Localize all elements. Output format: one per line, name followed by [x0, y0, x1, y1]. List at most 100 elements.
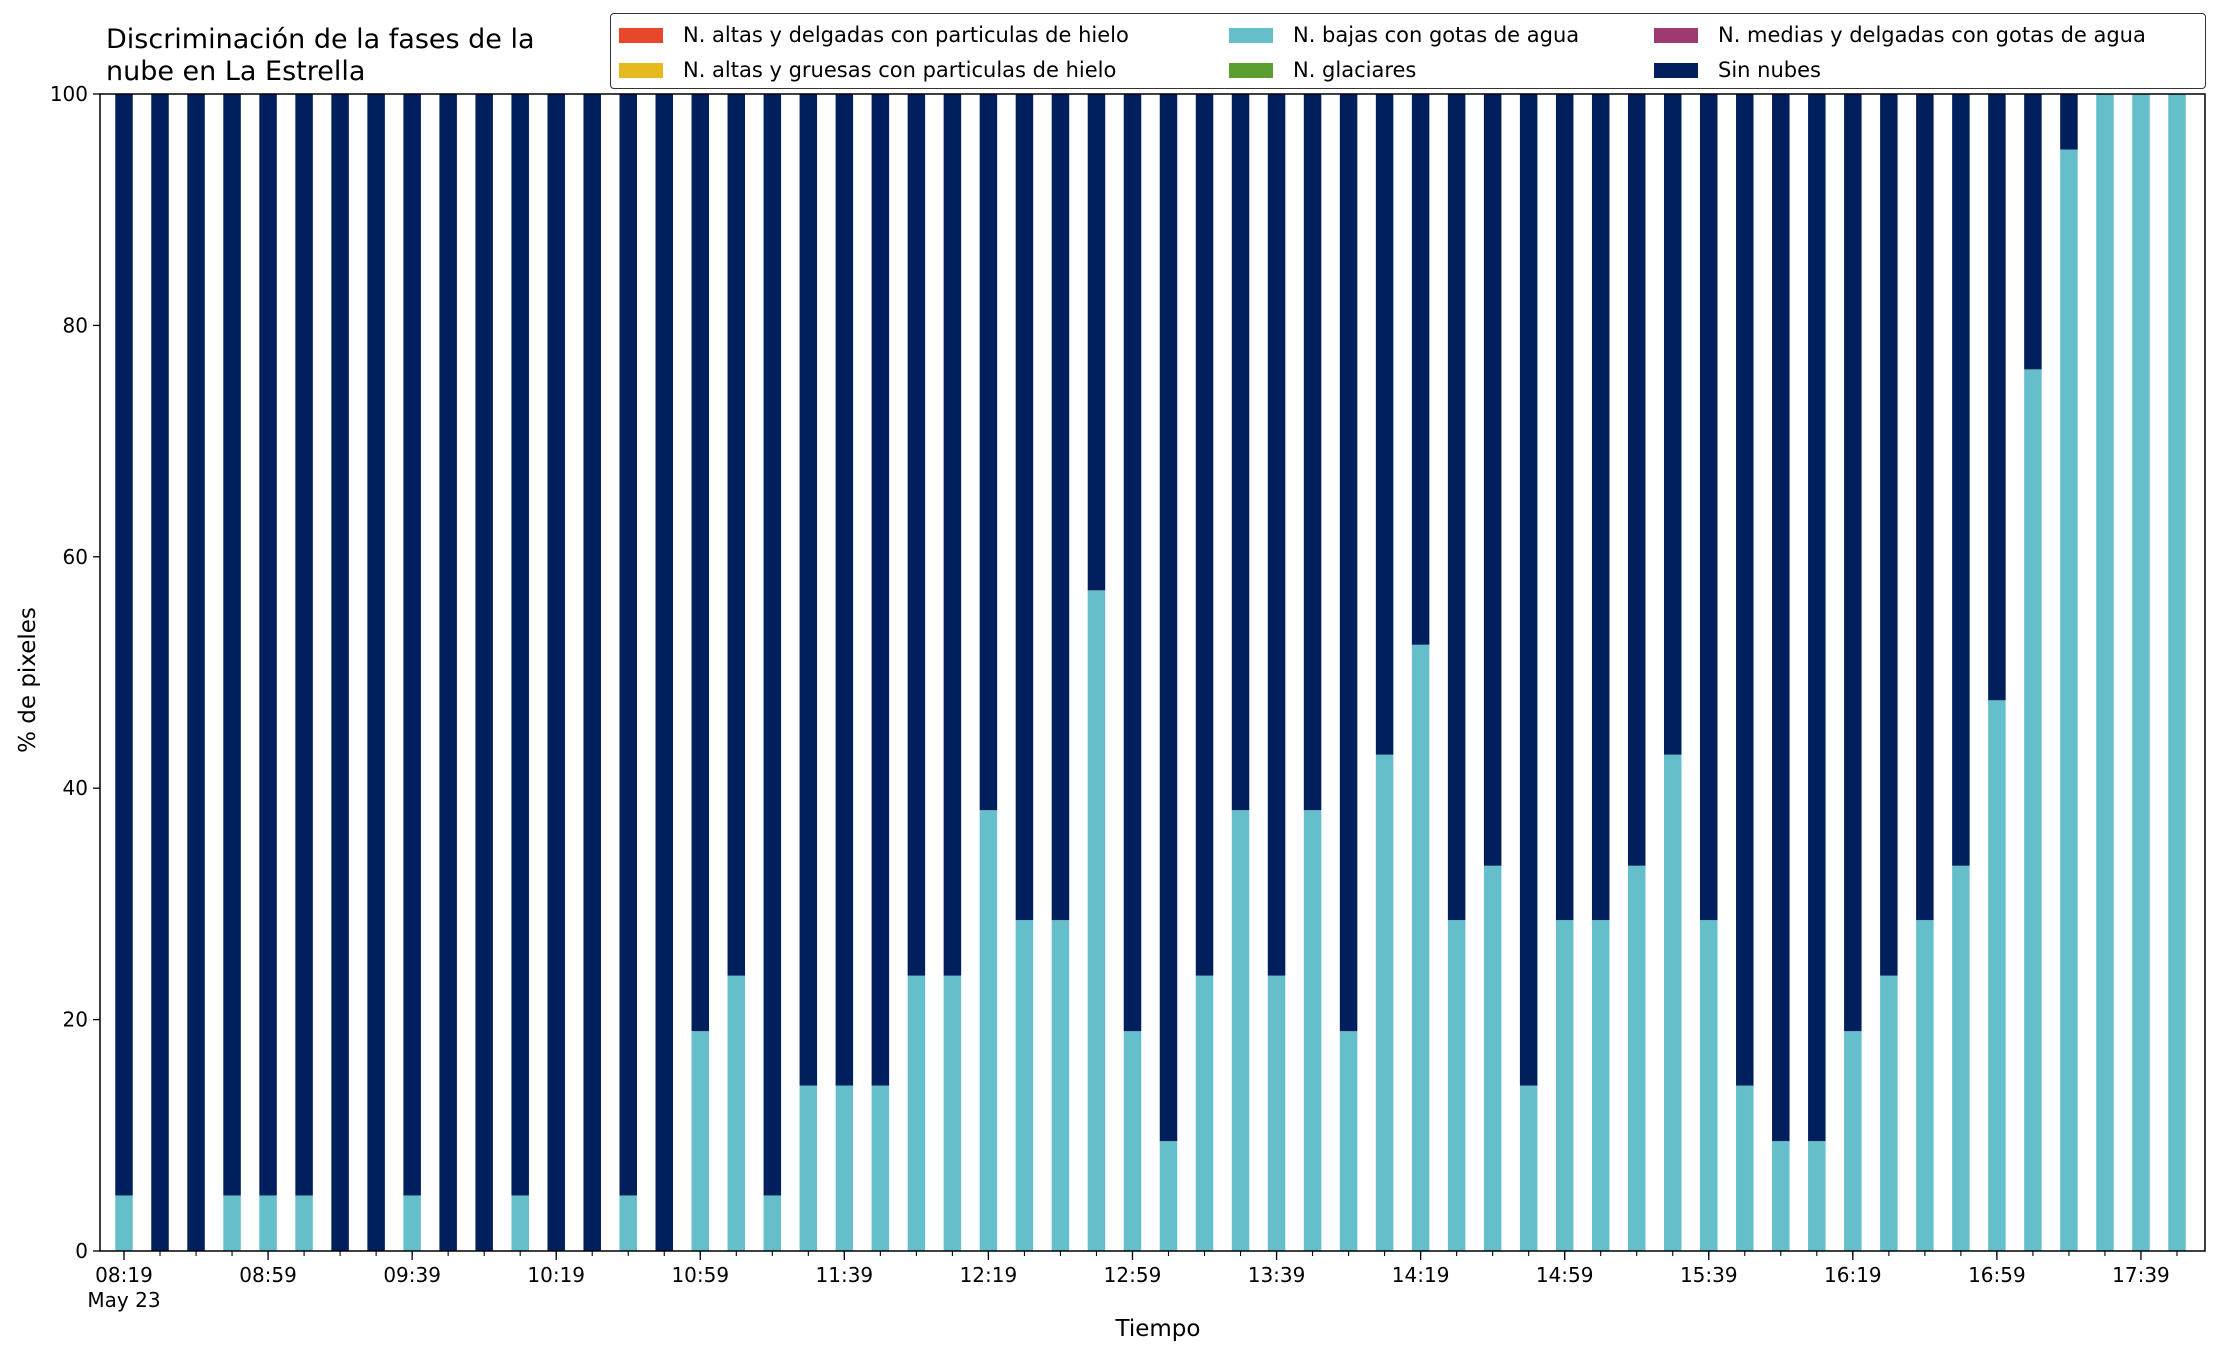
- bar-segment: [1736, 1085, 1754, 1251]
- bar-segment: [1736, 94, 1754, 1086]
- bar-segment: [1772, 94, 1790, 1142]
- bar-segment: [2024, 369, 2042, 1252]
- legend-item: Sin nubes: [1654, 55, 1821, 85]
- bar-segment: [799, 94, 818, 1086]
- bar-segment: [259, 94, 277, 1196]
- bar-segment: [1988, 700, 2006, 1251]
- bar-segment: [1303, 94, 1322, 811]
- bar-segment: [115, 1195, 133, 1251]
- bar-segment: [1195, 975, 1214, 1251]
- bar-segment: [1123, 94, 1142, 1032]
- x-tick-label: 14:59: [1536, 1263, 1594, 1287]
- x-tick-label: 08:59: [239, 1263, 297, 1287]
- legend-swatch: [1229, 27, 1273, 43]
- x-tick-label: 16:59: [1968, 1263, 2026, 1287]
- bar-segment: [1447, 920, 1466, 1251]
- x-axis-label: Tiempo: [1115, 1316, 1201, 1342]
- legend: N. altas y delgadas con particulas de hi…: [610, 13, 2206, 89]
- y-axis-label: % de pixeles: [15, 607, 41, 753]
- legend-swatch: [1654, 62, 1698, 78]
- bar-segment: [2132, 94, 2150, 1251]
- bar-segment: [187, 94, 205, 1251]
- bar-segment: [1339, 1031, 1358, 1251]
- bar-segment: [619, 1195, 637, 1251]
- bar-segment: [1555, 94, 1574, 921]
- y-tick-label: 60: [63, 545, 88, 569]
- bar-segment: [799, 1085, 818, 1251]
- bar-segment: [1519, 94, 1538, 1086]
- x-tick-sublabel: May 23: [87, 1288, 160, 1312]
- bar-segment: [1483, 94, 1502, 866]
- bars-group: [115, 94, 2186, 1252]
- legend-label: N. bajas con gotas de agua: [1293, 23, 1580, 47]
- y-tick-label: 20: [63, 1008, 88, 1032]
- legend-swatch: [619, 27, 663, 43]
- bar-segment: [907, 975, 926, 1251]
- bar-segment: [295, 94, 313, 1196]
- bar-segment: [2060, 149, 2078, 1251]
- legend-item: N. altas y delgadas con particulas de hi…: [619, 20, 1129, 50]
- bar-segment: [1952, 94, 1970, 866]
- bar-segment: [403, 94, 421, 1196]
- x-tick-label: 12:19: [960, 1263, 1018, 1287]
- bar-segment: [1015, 94, 1034, 921]
- bar-segment: [1051, 920, 1070, 1251]
- bar-segment: [583, 94, 601, 1251]
- y-tick-label: 0: [75, 1239, 88, 1263]
- bar-segment: [1123, 1031, 1142, 1251]
- bar-segment: [1267, 975, 1286, 1251]
- bar-segment: [1880, 94, 1898, 976]
- bar-segment: [2168, 94, 2186, 1251]
- bar-segment: [511, 94, 529, 1196]
- bar-segment: [1303, 810, 1322, 1251]
- bar-segment: [475, 94, 493, 1251]
- bar-segment: [1339, 94, 1358, 1032]
- bar-segment: [655, 94, 674, 1251]
- y-tick-label: 100: [50, 82, 88, 106]
- x-tick-label: 12:59: [1104, 1263, 1162, 1287]
- bar-segment: [1411, 94, 1430, 645]
- bar-segment: [1880, 975, 1898, 1251]
- bar-segment: [1159, 1141, 1178, 1251]
- x-tick-label: 15:39: [1680, 1263, 1738, 1287]
- x-tick-label: 08:19: [95, 1263, 153, 1287]
- legend-label: N. altas y gruesas con particulas de hie…: [683, 58, 1117, 82]
- x-tick-label: 11:39: [816, 1263, 874, 1287]
- bar-segment: [1808, 94, 1826, 1142]
- bar-segment: [1411, 644, 1430, 1251]
- bar-segment: [1483, 865, 1502, 1251]
- y-tick-label: 40: [63, 776, 88, 800]
- bar-segment: [835, 94, 854, 1086]
- bar-segment: [1591, 920, 1610, 1251]
- bar-segment: [439, 94, 457, 1251]
- x-tick-label: 10:59: [671, 1263, 729, 1287]
- bar-segment: [2060, 94, 2078, 150]
- bar-segment: [619, 94, 637, 1196]
- bar-segment: [331, 94, 349, 1251]
- bar-segment: [223, 94, 241, 1196]
- x-tick-label: 10:19: [527, 1263, 585, 1287]
- bar-segment: [1663, 94, 1682, 755]
- bar-segment: [907, 94, 926, 976]
- bar-segment: [1700, 94, 1718, 921]
- chart-title-line-2: nube en La Estrella: [106, 56, 366, 87]
- plot-frame: [99, 93, 2206, 1252]
- bar-segment: [1015, 920, 1034, 1251]
- legend-item: N. medias y delgadas con gotas de agua: [1654, 20, 2146, 50]
- bar-segment: [979, 810, 998, 1251]
- y-tick-label: 80: [63, 313, 88, 337]
- legend-item: N. bajas con gotas de agua: [1229, 20, 1579, 50]
- legend-label: N. altas y delgadas con particulas de hi…: [683, 23, 1129, 47]
- bar-segment: [1916, 94, 1934, 921]
- bar-segment: [295, 1195, 313, 1251]
- x-tick-label: 13:39: [1248, 1263, 1306, 1287]
- bar-segment: [763, 1195, 782, 1251]
- bar-segment: [1519, 1085, 1538, 1251]
- bar-segment: [1844, 94, 1862, 1032]
- legend-label: N. glaciares: [1293, 58, 1417, 82]
- bar-segment: [727, 975, 746, 1251]
- bar-segment: [1087, 94, 1106, 591]
- bar-segment: [1231, 810, 1250, 1251]
- bar-segment: [1267, 94, 1286, 976]
- bar-segment: [2096, 94, 2114, 1251]
